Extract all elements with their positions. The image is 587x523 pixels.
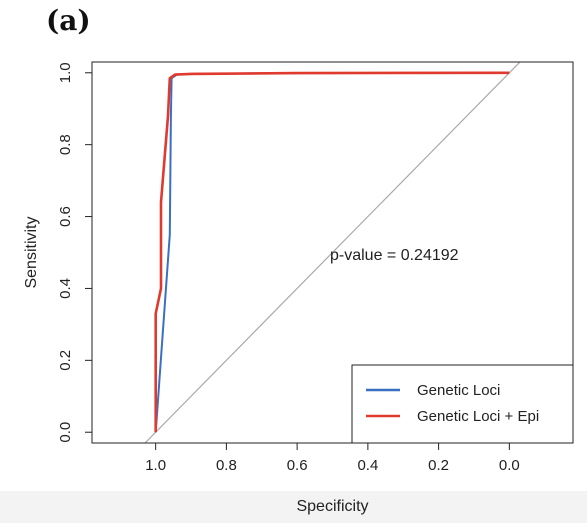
panel-label: (a)	[46, 4, 91, 37]
figure-footer-band	[0, 491, 587, 523]
legend-label: Genetic Loci	[417, 382, 500, 399]
y-tick-label: 1.0	[57, 62, 74, 83]
x-axis-title: Specificity	[296, 498, 368, 515]
reference-diagonal-line	[144, 62, 521, 443]
legend-box	[351, 364, 574, 444]
legend-label: Genetic Loci + Epi	[417, 408, 539, 425]
y-tick-label: 0.6	[57, 206, 74, 227]
y-tick-label: 0.0	[57, 422, 74, 443]
y-tick-label: 0.2	[57, 350, 74, 371]
x-tick-label: 0.6	[287, 457, 308, 474]
p-value-annotation: p-value = 0.24192	[330, 247, 459, 264]
x-tick-label: 0.0	[499, 457, 520, 474]
x-tick-label: 0.8	[216, 457, 237, 474]
x-tick-label: 0.4	[357, 457, 378, 474]
y-tick-label: 0.8	[57, 134, 74, 155]
y-axis-title: Sensitivity	[23, 216, 40, 288]
y-tick-label: 0.4	[57, 278, 74, 299]
x-tick-label: 0.2	[428, 457, 449, 474]
x-tick-label: 1.0	[145, 457, 166, 474]
series-line-genetic-loci-epi	[154, 71, 510, 433]
